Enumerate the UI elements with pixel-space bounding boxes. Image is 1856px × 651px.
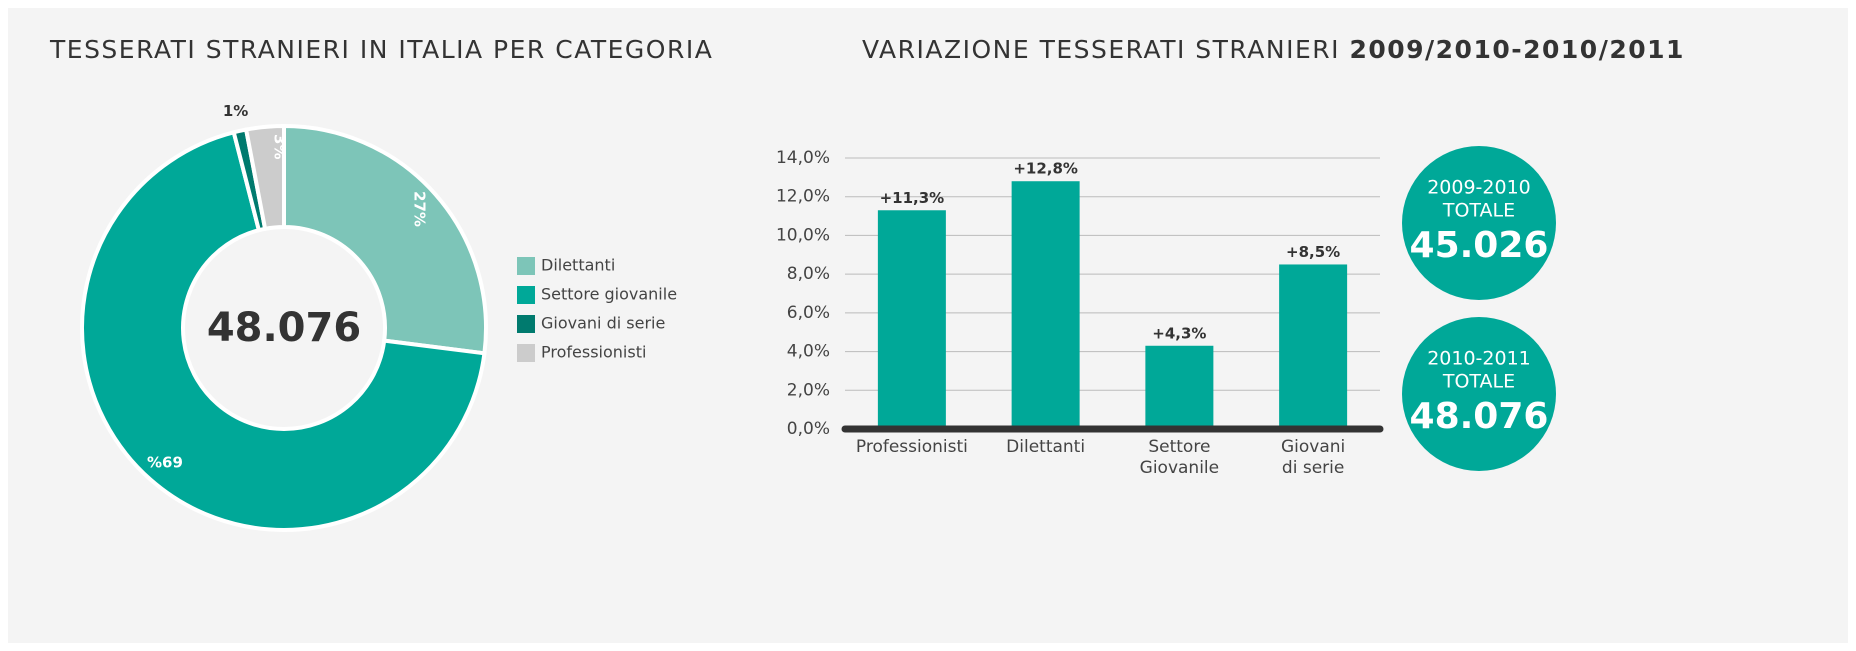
bar-title: VARIAZIONE TESSERATI STRANIERI 2009/2010… <box>862 35 1685 64</box>
x-tick-label: Dilettanti <box>1006 437 1085 457</box>
value-label: +12,8% <box>1013 160 1078 178</box>
y-tick-label: 10,0% <box>776 225 830 245</box>
x-tick-label: Settore <box>1148 437 1210 457</box>
bar-title-text: VARIAZIONE TESSERATI STRANIERI <box>862 35 1340 64</box>
total-value: 48.076 <box>1410 396 1549 437</box>
pie-slice <box>282 123 488 356</box>
slice-label: 1% <box>223 102 248 120</box>
x-tick-label: di serie <box>1282 458 1344 478</box>
legend-swatch <box>517 344 535 362</box>
slice-label: 3% <box>270 134 288 159</box>
legend-swatch <box>517 286 535 304</box>
legend-label: Professionisti <box>541 343 646 362</box>
bar <box>1145 345 1214 429</box>
legend-label: Giovani di serie <box>541 314 665 333</box>
pie-title: TESSERATI STRANIERI IN ITALIA PER CATEGO… <box>49 35 713 64</box>
pie-slice <box>243 123 286 232</box>
y-tick-label: 0,0% <box>787 419 830 439</box>
total-period: 2010-2011 <box>1427 348 1531 370</box>
legend-swatch <box>517 257 535 275</box>
x-tick-label: Giovani <box>1281 437 1345 457</box>
total-period: 2009-2010 <box>1427 177 1531 199</box>
y-tick-label: 12,0% <box>776 187 830 207</box>
value-label: +11,3% <box>880 189 945 207</box>
pie-slice <box>80 129 487 532</box>
y-tick-label: 2,0% <box>787 380 830 400</box>
y-tick-label: 4,0% <box>787 342 830 362</box>
bar <box>1279 264 1348 429</box>
y-tick-label: 8,0% <box>787 264 830 284</box>
total-circle <box>1402 317 1556 471</box>
bar <box>877 210 946 429</box>
legend-swatch <box>517 315 535 333</box>
center-label: 48.076 <box>207 305 361 351</box>
y-tick-label: 6,0% <box>787 303 830 323</box>
slice-label: 27% <box>411 191 429 227</box>
x-tick-label: Giovanile <box>1140 458 1219 478</box>
total-circle <box>1402 146 1556 300</box>
legend-label: Settore giovanile <box>541 285 677 304</box>
y-tick-label: 14,0% <box>776 148 830 168</box>
total-value: 45.026 <box>1410 225 1549 266</box>
slice-label: %69 <box>147 454 183 472</box>
x-tick-label: Professionisti <box>856 437 968 457</box>
bar <box>1011 181 1080 429</box>
legend-label: Dilettanti <box>541 256 615 275</box>
total-label: TOTALE <box>1442 200 1515 222</box>
bar-title-bold: 2009/2010-2010/2011 <box>1349 35 1684 64</box>
total-label: TOTALE <box>1442 371 1515 393</box>
value-label: +8,5% <box>1286 243 1340 261</box>
value-label: +4,3% <box>1152 324 1206 342</box>
